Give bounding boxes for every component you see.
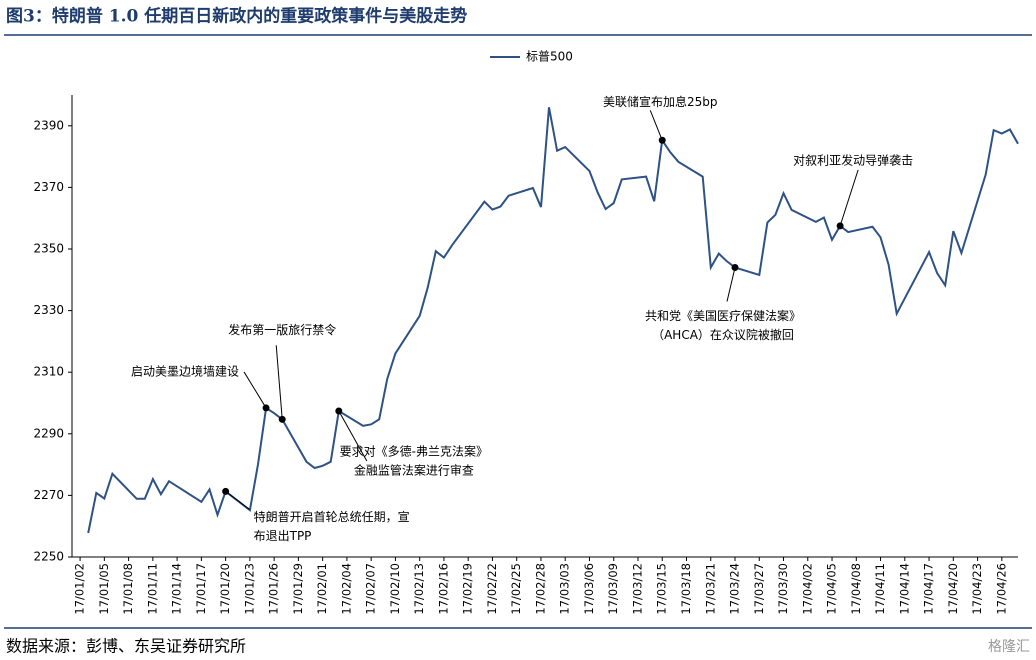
annotation-leader — [225, 490, 250, 510]
x-tick-label: 17/01/14 — [170, 563, 184, 615]
x-tick-label: 17/02/13 — [412, 563, 426, 615]
annotation-marker — [658, 136, 666, 144]
x-tick-label: 17/01/23 — [242, 563, 256, 615]
x-tick-label: 17/03/12 — [630, 563, 644, 615]
series-line — [87, 107, 1019, 534]
annotation-text: （AHCA）在众议院被撤回 — [652, 327, 794, 342]
x-tick-label: 17/02/22 — [485, 563, 499, 615]
x-tick-label: 17/04/20 — [946, 563, 960, 615]
y-tick-label: 2310 — [33, 365, 64, 379]
x-tick-label: 17/01/26 — [267, 563, 281, 615]
x-tick-label: 17/02/07 — [364, 563, 378, 615]
x-tick-label: 17/02/10 — [388, 563, 402, 615]
x-tick-label: 17/04/14 — [897, 563, 911, 615]
x-tick-label: 17/01/05 — [97, 563, 111, 615]
annotation-text: 发布第一版旅行禁令 — [228, 322, 336, 337]
x-tick-label: 17/03/30 — [776, 563, 790, 615]
annotation-text: 对叙利亚发动导弹袭击 — [793, 152, 913, 167]
x-tick-label: 17/02/16 — [436, 563, 450, 615]
x-tick-label: 17/03/09 — [606, 563, 620, 615]
annotation-marker — [731, 263, 739, 271]
x-tick-label: 17/03/06 — [582, 563, 596, 615]
annotation-text: 布退出TPP — [254, 529, 312, 543]
x-tick-label: 17/04/26 — [994, 563, 1008, 615]
x-tick-label: 17/01/17 — [194, 563, 208, 615]
y-tick-label: 2290 — [33, 426, 64, 440]
x-tick-label: 17/02/01 — [315, 563, 329, 615]
annotation-leader — [275, 345, 283, 420]
annotation-text: 启动美墨边境墙建设 — [131, 363, 239, 378]
x-tick-label: 17/04/11 — [873, 563, 887, 615]
x-tick-label: 17/04/08 — [849, 563, 863, 615]
y-tick-label: 2330 — [33, 303, 64, 317]
annotation-marker — [278, 415, 286, 423]
source: 数据来源：彭博、东吴证券研究所 — [6, 637, 246, 656]
x-tick-label: 17/01/08 — [121, 563, 135, 615]
x-tick-label: 17/01/02 — [73, 563, 87, 615]
x-tick-label: 17/04/17 — [922, 563, 936, 615]
chart-title: 图3：特朗普 1.0 任期百日新政内的重要政策事件与美股走势 — [6, 6, 467, 27]
annotation-text: 美联储宣布加息25bp — [603, 94, 718, 109]
watermark: 格隆汇 — [988, 639, 1030, 655]
x-tick-label: 17/04/05 — [825, 563, 839, 615]
annotation-text: 特朗普开启首轮总统任期，宣 — [254, 509, 410, 524]
annotation-text: 要求对《多德-弗兰克法案》 — [340, 444, 488, 459]
y-tick-label: 2270 — [33, 488, 64, 502]
x-tick-label: 17/03/21 — [703, 563, 717, 615]
x-tick-label: 17/04/02 — [800, 563, 814, 615]
annotation-marker — [222, 487, 230, 495]
x-tick-label: 17/03/15 — [655, 563, 669, 615]
y-tick-label: 2350 — [33, 242, 64, 256]
y-tick-label: 2250 — [33, 550, 64, 564]
x-tick-label: 17/02/19 — [461, 563, 475, 615]
annotation-text: 金融监管法案进行审查 — [354, 463, 474, 478]
x-tick-label: 17/01/20 — [218, 563, 232, 615]
annotation-leader — [726, 267, 736, 302]
annotation-leader — [649, 110, 663, 141]
x-tick-label: 17/02/25 — [509, 563, 523, 615]
x-tick-label: 17/03/18 — [679, 563, 693, 615]
annotation-marker — [335, 407, 343, 415]
y-tick-label: 2390 — [33, 118, 64, 132]
x-tick-label: 17/03/24 — [728, 563, 742, 615]
annotation-marker — [836, 222, 844, 230]
x-tick-label: 17/04/23 — [970, 563, 984, 615]
x-tick-label: 17/03/03 — [558, 563, 572, 615]
x-tick-label: 17/03/27 — [752, 563, 766, 615]
legend-label: 标普500 — [526, 50, 573, 64]
annotation-leader — [839, 169, 859, 227]
x-tick-label: 17/01/11 — [145, 563, 159, 615]
x-tick-label: 17/02/28 — [533, 563, 547, 615]
annotation-marker — [262, 404, 270, 412]
annotation-leader — [243, 371, 267, 409]
annotation-text: 共和党《美国医疗保健法案》 — [645, 308, 801, 323]
annotation-leader — [338, 410, 368, 462]
x-tick-label: 17/02/04 — [339, 563, 353, 615]
x-tick-label: 17/01/29 — [291, 563, 305, 615]
y-tick-label: 2370 — [33, 180, 64, 194]
